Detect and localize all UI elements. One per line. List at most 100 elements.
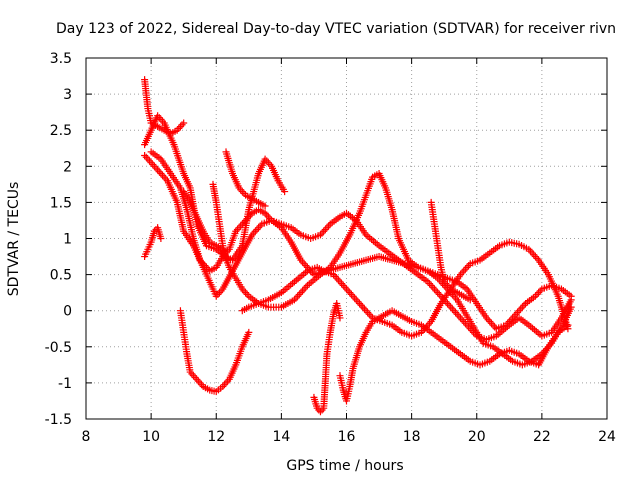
data-point [334,276,342,284]
data-point [144,155,152,163]
chart-title: Day 123 of 2022, Sidereal Day-to-day VTE… [56,21,616,37]
x-tick-label: 18 [403,429,421,445]
data-point [295,290,303,298]
x-tick-label: 16 [338,429,356,445]
data-point [460,267,468,275]
data-point [515,307,523,315]
data-point [157,170,165,178]
data-point [155,168,163,176]
data-point [149,160,157,168]
data-point [513,309,521,317]
data-point [141,151,149,159]
data-point [349,292,357,300]
data-point [432,287,440,295]
data-point [487,319,495,327]
y-tick-label: 2 [63,159,72,175]
data-point [242,289,250,297]
y-tick-label: 3.5 [50,51,72,67]
data-point [434,289,442,297]
data-point [333,274,341,282]
data-point [352,296,360,304]
data-point [336,314,344,322]
data-point [429,283,437,291]
data-point [243,290,251,298]
series-track-13 [427,198,474,304]
y-tick-label: 0 [63,304,72,320]
data-point [152,164,160,172]
data-point [300,260,308,268]
series-track-7 [180,170,575,333]
data-point [318,406,326,414]
data-point [178,121,186,129]
x-tick-label: 14 [272,429,290,445]
data-point [294,292,302,300]
data-point [245,328,253,336]
data-point [518,303,526,311]
data-point [196,379,204,387]
data-point [364,309,372,317]
data-point [238,188,246,196]
y-tick-label: 1 [63,232,72,248]
series-track-9 [310,299,344,416]
data-point [486,318,494,326]
data-point [142,153,150,161]
data-point [463,263,471,271]
data-point [567,303,575,311]
data-point [520,301,528,309]
data-point [450,307,458,315]
data-point [530,251,538,259]
y-tick-label: 0.5 [50,268,72,284]
data-point [176,123,184,131]
data-point [281,188,289,196]
data-point [325,222,333,230]
data-point [445,301,453,309]
y-tick-label: -1 [58,376,72,392]
data-point [222,379,230,387]
series-track-4 [141,224,165,261]
x-tick-label: 8 [82,429,91,445]
data-point [344,287,352,295]
data-point [180,119,188,127]
x-tick-label: 24 [598,429,616,445]
data-point [512,310,520,318]
data-point [145,157,153,165]
data-point [157,115,165,123]
plot-frame [85,57,608,420]
data-point [157,235,165,242]
y-tick-label: -0.5 [45,340,72,356]
data-point [253,225,261,233]
series-track-3 [141,76,188,138]
data-point [535,289,543,297]
data-point [251,227,259,235]
y-tick-label: 1.5 [50,195,72,211]
data-point [189,372,197,380]
data-point [491,323,499,331]
data-point [430,285,438,293]
data-point [354,298,362,306]
series-track-12 [209,180,230,264]
data-point [357,301,365,309]
data-point [448,305,456,313]
data-point [338,280,346,288]
data-point [336,278,344,286]
series-track-6 [176,307,253,396]
data-point [299,287,307,295]
series-track-5 [147,148,575,369]
data-point [426,280,434,288]
data-point [461,319,469,327]
data-point [351,294,359,302]
data-point [261,202,269,210]
data-point [255,224,263,232]
data-point [147,159,155,167]
data-point [533,290,541,298]
y-tick-label: -1.5 [45,412,72,428]
y-axis-title: SDTVAR / TECUs [6,182,22,297]
series-track-10 [336,307,572,405]
data-point [297,289,305,297]
data-point [264,159,272,167]
data-point [359,303,367,311]
data-point [320,227,328,235]
x-tick-label: 20 [468,429,486,445]
data-point [447,303,455,311]
data-point [193,375,201,383]
